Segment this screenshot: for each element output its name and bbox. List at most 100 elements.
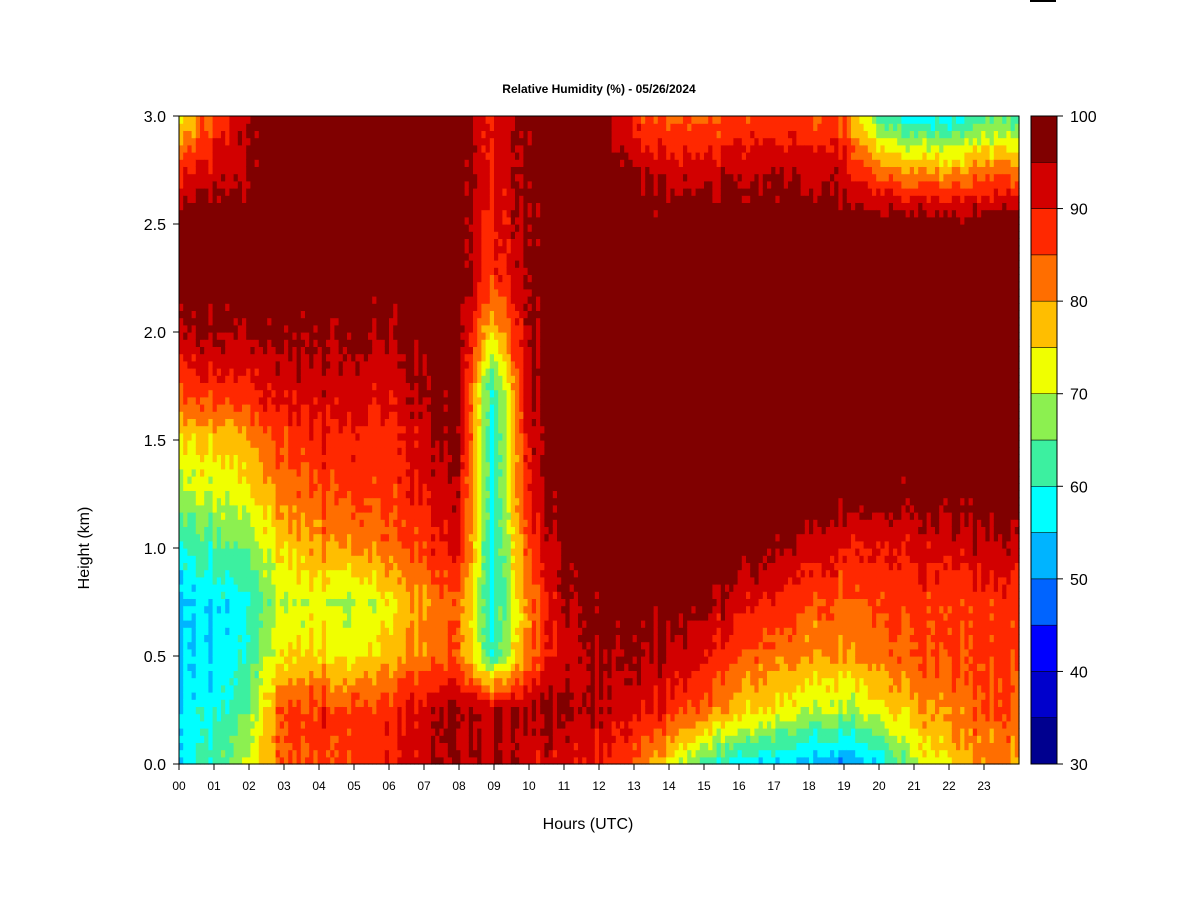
heatmap-cell [330,296,335,304]
heatmap-cell [191,656,197,664]
heatmap-cell [351,425,356,434]
heatmap-cell [271,195,277,203]
heatmap-cell [212,468,218,477]
heatmap-cell [200,288,205,297]
heatmap-cell [208,296,214,304]
heatmap-cell [258,303,264,311]
heatmap-cell [355,627,361,635]
heatmap-cell [359,519,365,527]
heatmap-cell [267,137,272,146]
heatmap-cell [233,699,239,707]
heatmap-cell [292,620,298,628]
heatmap-cell [288,504,293,513]
heatmap-cell [368,360,373,369]
heatmap-cell [338,252,344,261]
heatmap-cell [401,490,407,499]
heatmap-cell [300,375,306,383]
heatmap-cell [326,346,331,355]
heatmap-cell [380,296,386,304]
heatmap-cell [204,663,209,671]
heatmap-cell [384,699,390,707]
heatmap-cell [372,612,377,621]
heatmap-cell [246,432,251,441]
heatmap-cell [275,382,281,391]
heatmap-cell [313,512,319,520]
heatmap-cell [405,735,411,743]
heatmap-cell [305,332,310,340]
heatmap-cell [221,173,226,182]
heatmap-cell [187,260,193,268]
heatmap-cell [292,202,298,211]
heatmap-cell [225,360,230,369]
heatmap-cell [254,418,260,427]
heatmap-cell [351,396,356,405]
heatmap-cell [191,476,197,484]
heatmap-cell [204,317,209,326]
heatmap-cell [221,468,226,477]
heatmap-cell [347,267,352,275]
heatmap-cell [393,360,398,369]
heatmap-cell [338,317,344,326]
heatmap-cell [284,576,289,585]
heatmap-cell [389,152,394,160]
heatmap-cell [250,317,256,326]
heatmap-cell [351,713,356,722]
heatmap-cell [204,504,209,513]
heatmap-cell [300,641,306,650]
heatmap-cell [284,555,289,563]
heatmap-cell [363,332,369,340]
heatmap-cell [254,245,260,254]
heatmap-cell [275,440,281,448]
heatmap-cell [309,468,314,477]
heatmap-cell [405,641,411,650]
heatmap-cell [317,375,323,383]
heatmap-cell [389,116,394,124]
heatmap-cell [305,159,310,167]
heatmap-cell [317,728,323,736]
heatmap-cell [250,130,256,139]
heatmap-cell [300,159,306,167]
heatmap-cell [342,476,348,484]
heatmap-cell [200,418,205,427]
heatmap-cell [279,512,285,520]
heatmap-cell [279,656,285,664]
heatmap-cell [384,461,390,470]
heatmap-cell [246,468,251,477]
heatmap-cell [233,411,239,419]
heatmap-cell [313,332,319,340]
heatmap-cell [313,605,319,614]
heatmap-cell [191,692,197,700]
heatmap-cell [195,569,201,578]
heatmap-cell [263,389,268,398]
heatmap-cell [376,404,382,412]
heatmap-cell [187,360,193,369]
heatmap-cell [200,512,205,520]
heatmap-cell [250,447,256,455]
heatmap-cell [313,490,319,499]
heatmap-cell [384,224,390,232]
heatmap-cell [359,159,365,167]
heatmap-cell [195,389,201,398]
heatmap-cell [284,353,289,362]
heatmap-cell [330,584,335,592]
heatmap-cell [225,130,230,139]
heatmap-cell [359,548,365,556]
heatmap-cell [242,123,247,131]
heatmap-cell [309,209,314,218]
heatmap-cell [225,418,230,427]
heatmap-cell [393,303,398,311]
heatmap-cell [368,317,373,326]
heatmap-cell [347,245,352,254]
heatmap-cell [221,303,226,311]
heatmap-cell [204,346,209,355]
heatmap-cell [275,209,281,218]
heatmap-cell [233,144,239,153]
heatmap-cell [258,533,264,542]
heatmap-cell [380,584,386,592]
heatmap-cell [355,152,361,160]
heatmap-cell [279,260,285,268]
heatmap-cell [233,274,239,283]
heatmap-cell [305,130,310,139]
heatmap-cell [347,562,352,571]
heatmap-cell [267,188,272,196]
